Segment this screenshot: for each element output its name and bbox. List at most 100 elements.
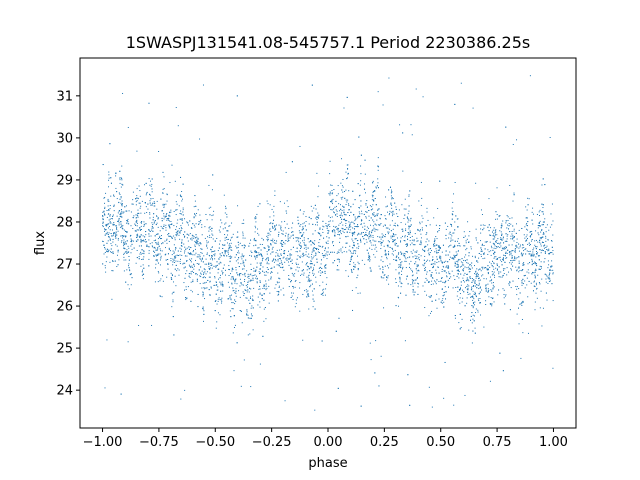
- data-point: [220, 262, 222, 264]
- data-point: [496, 246, 498, 248]
- data-point: [128, 247, 130, 249]
- data-point: [300, 274, 302, 276]
- data-point: [296, 258, 298, 260]
- data-point: [342, 196, 344, 198]
- data-point: [381, 242, 383, 244]
- data-point: [169, 226, 171, 228]
- data-point: [202, 294, 204, 296]
- data-point: [463, 281, 465, 283]
- data-point: [244, 274, 246, 276]
- data-point: [329, 194, 331, 196]
- data-point: [263, 284, 265, 286]
- data-point: [518, 266, 520, 268]
- data-point: [117, 220, 119, 222]
- data-point: [110, 243, 112, 245]
- data-point: [154, 251, 156, 253]
- data-point: [506, 238, 508, 240]
- data-point: [463, 264, 465, 266]
- data-point: [396, 213, 398, 215]
- data-point: [166, 218, 168, 220]
- data-point: [282, 257, 284, 259]
- data-point: [360, 154, 362, 156]
- data-point: [104, 267, 106, 269]
- data-point: [113, 222, 115, 224]
- data-point: [259, 272, 261, 274]
- data-point: [229, 225, 231, 227]
- data-point: [256, 213, 258, 215]
- data-point: [104, 265, 106, 267]
- data-point: [412, 249, 414, 251]
- data-point: [549, 272, 551, 274]
- data-point: [287, 255, 289, 257]
- data-point: [329, 160, 331, 162]
- data-point: [539, 215, 541, 216]
- data-point: [340, 182, 342, 184]
- data-point: [119, 210, 121, 212]
- data-point: [463, 231, 465, 233]
- data-point: [363, 183, 365, 185]
- data-point: [534, 261, 536, 263]
- data-point: [142, 278, 144, 280]
- data-point: [510, 253, 512, 255]
- data-point: [108, 249, 110, 251]
- data-point: [146, 212, 148, 213]
- data-point: [436, 258, 438, 260]
- data-point: [338, 234, 340, 236]
- data-point: [126, 222, 128, 224]
- data-point: [140, 238, 142, 240]
- data-point: [531, 273, 533, 275]
- data-point: [274, 242, 276, 244]
- data-point: [148, 252, 150, 254]
- data-point: [363, 213, 365, 215]
- data-point: [120, 209, 122, 211]
- data-point: [109, 261, 111, 263]
- data-point: [131, 243, 133, 245]
- data-point: [388, 251, 390, 253]
- data-point: [288, 227, 290, 229]
- data-point: [527, 296, 529, 298]
- data-point: [313, 267, 315, 269]
- data-point: [246, 286, 248, 288]
- data-point: [265, 318, 267, 320]
- data-point: [387, 265, 389, 267]
- data-point: [230, 249, 232, 251]
- data-point: [112, 215, 114, 217]
- data-point: [242, 274, 244, 276]
- data-point: [498, 242, 500, 244]
- data-point: [181, 245, 183, 247]
- data-point: [483, 245, 485, 246]
- data-point: [527, 238, 528, 240]
- data-point: [502, 370, 504, 372]
- data-point: [500, 227, 502, 229]
- data-point: [174, 275, 176, 277]
- data-point: [169, 215, 171, 217]
- data-point: [292, 285, 294, 287]
- data-point: [417, 282, 419, 284]
- data-point: [299, 250, 301, 252]
- data-point: [473, 298, 475, 300]
- data-point: [521, 227, 523, 229]
- data-point: [126, 232, 128, 234]
- data-point: [172, 291, 174, 293]
- data-point: [507, 234, 509, 236]
- data-point: [195, 223, 197, 225]
- data-point: [252, 279, 254, 281]
- data-point: [441, 277, 443, 279]
- data-point: [388, 254, 390, 256]
- data-point: [159, 248, 161, 250]
- data-point: [273, 266, 275, 268]
- data-point: [191, 227, 193, 229]
- data-point: [466, 238, 468, 240]
- data-point: [260, 255, 262, 257]
- data-point: [224, 237, 226, 239]
- data-point: [409, 256, 411, 258]
- data-point: [482, 268, 484, 270]
- data-point: [325, 222, 327, 224]
- data-point: [522, 300, 524, 302]
- data-point: [348, 226, 350, 228]
- data-point: [203, 288, 205, 290]
- data-point: [510, 260, 512, 262]
- data-point: [174, 249, 176, 251]
- data-point: [513, 192, 515, 194]
- data-point: [370, 234, 372, 236]
